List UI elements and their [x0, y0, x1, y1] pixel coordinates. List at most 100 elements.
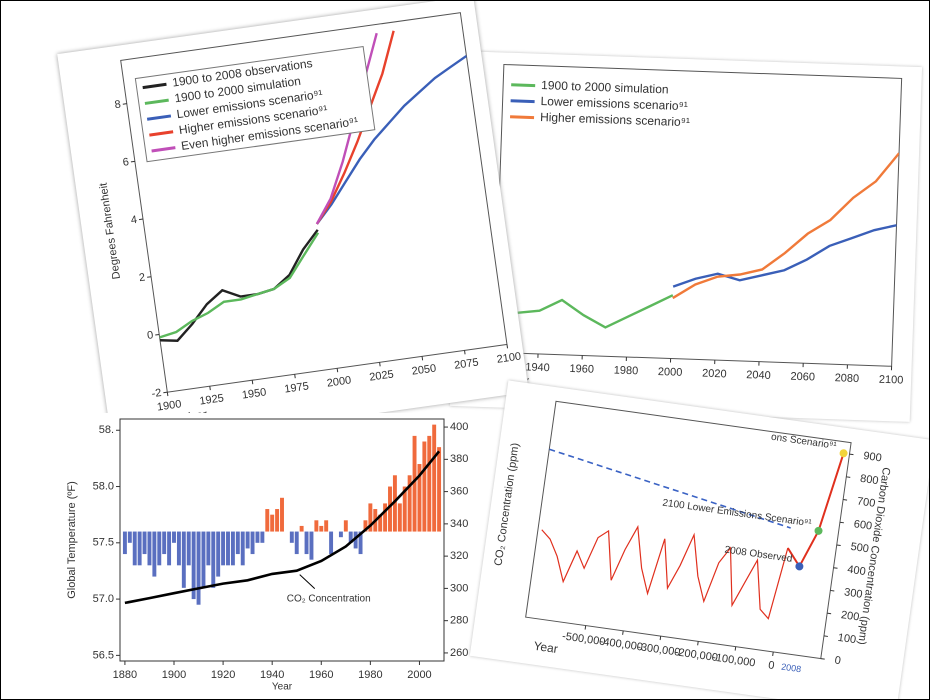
y-tick	[130, 160, 135, 163]
y-tick-label: 57.0	[93, 593, 114, 605]
y-tick-label: 6	[122, 156, 130, 169]
bar	[216, 531, 221, 577]
x-tick-label: 1960	[309, 669, 333, 681]
y-tick-label: 900	[863, 450, 883, 464]
bar	[402, 486, 407, 532]
bar	[299, 525, 304, 532]
y-tick-label: -2	[151, 387, 162, 400]
annotation-arrow	[299, 574, 316, 590]
y-tick-label: 57.5	[93, 537, 114, 549]
bar	[378, 514, 383, 532]
x-tick-label: 1880	[113, 669, 137, 681]
bar	[397, 503, 402, 532]
chart: -500,000-400,000-300,000-200,000-100,000…	[492, 400, 892, 674]
x-axis-title: Year	[533, 639, 559, 656]
x-tick-label: 1925	[199, 392, 225, 407]
bar	[324, 520, 329, 532]
bar	[167, 531, 172, 566]
y-tick-label: 260	[450, 647, 468, 659]
x-tick-label: 2100	[879, 374, 904, 387]
x-tick	[294, 374, 296, 379]
bar	[157, 531, 162, 566]
y-tick	[846, 476, 851, 478]
bar	[235, 531, 240, 555]
bar	[230, 531, 235, 566]
y-tick	[833, 567, 838, 569]
series-line	[672, 224, 897, 288]
projection-point	[795, 562, 804, 571]
y-tick	[122, 103, 127, 105]
projection-point	[839, 449, 848, 458]
x-tick-label: 2020	[702, 368, 727, 381]
bar	[191, 531, 196, 600]
y-tick-label: 800	[859, 473, 879, 487]
y-tick-label: 300	[450, 582, 468, 594]
bar	[329, 531, 334, 555]
y-tick	[155, 333, 160, 336]
y-tick-label: 0	[146, 329, 154, 342]
x-tick	[421, 356, 424, 361]
x-tick-label: -500,000	[561, 630, 606, 648]
y-tick-label: 340	[450, 518, 468, 530]
legend-swatch	[149, 130, 174, 137]
bar	[309, 531, 314, 560]
bar	[314, 520, 319, 532]
line-annotation: CO₂ Concentration	[287, 593, 371, 604]
bar	[196, 531, 201, 605]
bar	[343, 520, 348, 532]
bar	[275, 509, 280, 532]
x-tick-label: 0	[767, 659, 775, 672]
x-tick-label: 2040	[746, 369, 771, 382]
x-tick-label: 2000	[326, 374, 352, 389]
y-tick	[147, 276, 152, 278]
bar	[280, 497, 284, 532]
x-tick-label: 2050	[411, 362, 437, 377]
bar	[353, 531, 358, 549]
x-tick-label: 1940	[525, 361, 550, 374]
legend-box	[134, 45, 376, 163]
x-tick	[506, 344, 509, 349]
legend-label: Lower emissions scenario⁹¹	[540, 94, 688, 113]
legend-swatch	[510, 115, 535, 120]
bar	[152, 531, 157, 577]
chart-panel: CO₂ Concentration 1880 1900 1920 1940 1960 198…	[56, 413, 476, 695]
y-tick-label: 4	[130, 214, 138, 227]
x-tick-label: 2080	[834, 372, 859, 385]
series-group	[159, 30, 468, 342]
y-tick-label: 58.0	[93, 480, 114, 492]
series-line	[672, 152, 900, 300]
y-tick	[839, 521, 844, 524]
bar	[240, 531, 245, 566]
x-tick-label: 1900	[156, 398, 182, 413]
x-tick-label: 1980	[613, 364, 638, 377]
y-tick-label: 58.	[99, 424, 114, 436]
x-tick-label: 2025	[369, 368, 395, 383]
x-tick-label: 1975	[284, 380, 310, 395]
bar	[226, 531, 230, 566]
y-axis-title: CO₂ Concentration (ppm)	[492, 442, 521, 567]
x-tick	[464, 350, 466, 355]
bar	[221, 531, 226, 566]
legend-swatch	[142, 82, 167, 90]
y-tick-label: 280	[450, 615, 468, 627]
bar	[319, 525, 324, 532]
y-tick	[827, 612, 832, 615]
y-tick	[843, 499, 848, 501]
x-tick-label: 1950	[241, 386, 267, 401]
legend-label: Higher emissions scenario⁹¹	[540, 110, 690, 129]
bar	[122, 531, 127, 555]
x-tick-label: 1900	[162, 669, 186, 681]
series-line	[315, 32, 378, 225]
bar	[137, 531, 142, 566]
legend-swatch	[510, 99, 535, 104]
series-group	[517, 152, 900, 329]
x-axis-title: Year	[272, 682, 293, 693]
bar	[201, 531, 206, 588]
bar	[142, 531, 147, 555]
x-tick-label: -100,000	[711, 651, 756, 669]
bar	[186, 531, 191, 566]
series-line	[517, 294, 674, 329]
bar	[162, 531, 167, 555]
y-tick-label: 8	[114, 98, 122, 111]
x-tick	[772, 651, 774, 656]
